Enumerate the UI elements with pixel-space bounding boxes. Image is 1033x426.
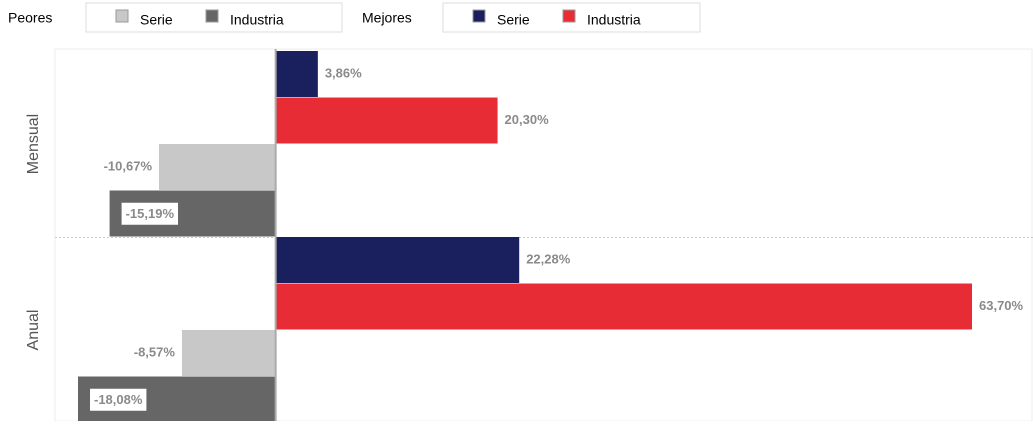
value-label-box [90, 388, 147, 411]
value-label: -15,19% [126, 206, 175, 221]
legend-swatch [472, 9, 486, 23]
bar [275, 51, 318, 97]
value-label: -10,67% [104, 159, 153, 174]
legend-label: Industria [587, 12, 641, 28]
legend-group-label: Mejores [362, 10, 412, 26]
bar [181, 330, 276, 376]
legend-group-label: Peores [8, 10, 52, 26]
bar [275, 283, 972, 330]
value-label: -18,08% [94, 392, 143, 407]
category-label: Mensual [25, 114, 42, 174]
legend-label: Serie [497, 12, 530, 28]
value-label: 20,30% [505, 112, 550, 127]
value-label: -8,57% [134, 345, 176, 360]
bar [159, 144, 276, 190]
value-label: 22,28% [526, 252, 571, 267]
category-label: Anual [25, 310, 42, 351]
legend-swatch [205, 9, 219, 23]
bar [275, 237, 520, 283]
legend-box [442, 2, 701, 33]
legend-label: Serie [140, 12, 173, 28]
legend-swatch [115, 9, 129, 23]
legend-swatch [562, 9, 576, 23]
legend-label: Industria [230, 12, 284, 28]
value-label-box [121, 202, 179, 225]
bar [275, 97, 498, 144]
value-label: 3,86% [325, 66, 362, 81]
value-label: 63,70% [979, 298, 1024, 313]
